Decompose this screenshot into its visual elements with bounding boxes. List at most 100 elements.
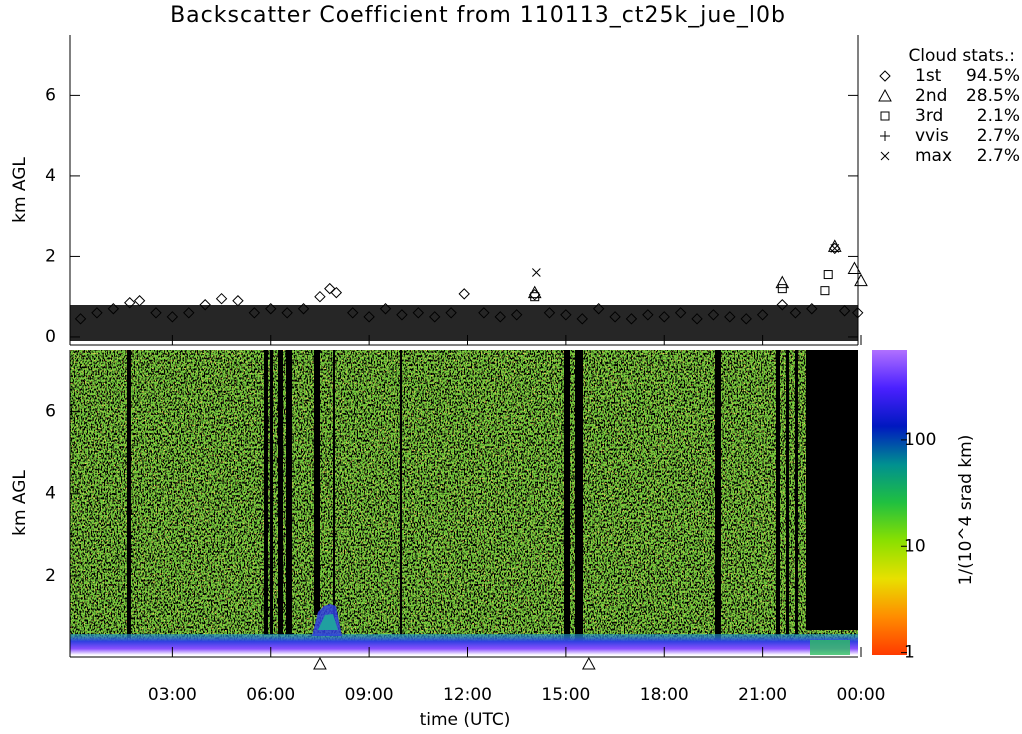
marker <box>445 307 457 319</box>
marker <box>560 309 572 321</box>
x-tick-label: 18:00 <box>640 685 689 705</box>
marker <box>707 309 720 321</box>
marker <box>581 656 596 670</box>
marker <box>823 270 833 280</box>
y-tick-label: 6 <box>45 402 56 422</box>
marker <box>527 285 542 299</box>
y-tick-label: 2 <box>45 246 56 266</box>
marker <box>658 311 670 323</box>
marker <box>880 151 890 161</box>
marker <box>777 284 787 294</box>
marker <box>775 275 790 289</box>
marker <box>642 309 654 321</box>
marker <box>265 303 277 315</box>
marker <box>776 299 789 311</box>
marker <box>756 309 769 321</box>
x-tick-label: 15:00 <box>541 685 590 705</box>
marker <box>852 307 864 319</box>
colorbar-tick-label: 1 <box>904 643 915 663</box>
marker <box>313 656 327 670</box>
marker <box>789 307 802 319</box>
marker <box>806 303 818 315</box>
marker <box>820 286 830 296</box>
y-tick-label: 6 <box>45 85 56 105</box>
legend-stat: 2.1% <box>977 106 1020 126</box>
marker <box>107 303 120 315</box>
marker <box>124 297 136 309</box>
legend-label: vvis <box>915 126 949 146</box>
marker <box>330 286 343 299</box>
marker <box>347 307 359 319</box>
x-tick-label: 12:00 <box>443 685 492 705</box>
marker <box>232 295 244 307</box>
marker <box>314 290 326 303</box>
cloud-band <box>70 305 858 341</box>
title: Backscatter Coefficient from 110113_ct25… <box>170 3 786 28</box>
backscatter-field <box>70 350 858 655</box>
colorbar-tick-label: 10 <box>904 536 926 556</box>
marker <box>838 305 851 317</box>
legend-title: Cloud stats.: <box>908 46 1015 66</box>
marker <box>576 313 588 325</box>
legend-stat: 2.7% <box>977 146 1020 166</box>
marker <box>379 303 392 315</box>
marker <box>879 70 891 82</box>
y-label: km AGL <box>10 470 30 536</box>
marker <box>830 244 840 253</box>
marker <box>724 311 736 323</box>
legend-label: 3rd <box>915 106 943 126</box>
marker <box>609 311 621 323</box>
marker <box>281 307 293 319</box>
marker <box>854 273 868 287</box>
marker <box>91 307 103 319</box>
y-tick-label: 2 <box>45 566 56 586</box>
y-tick-label: 4 <box>45 484 56 504</box>
marker <box>880 131 890 141</box>
y-label: km AGL <box>10 157 30 223</box>
legend-label: max <box>915 146 952 166</box>
legend-label: 2nd <box>915 86 947 106</box>
marker <box>478 307 490 319</box>
x-tick-label: 06:00 <box>246 685 295 705</box>
marker <box>297 303 310 315</box>
marker <box>199 299 211 311</box>
x-label: time (UTC) <box>420 710 511 730</box>
marker <box>691 313 703 325</box>
colorbar-tick-label: 100 <box>904 430 936 450</box>
marker <box>396 309 408 321</box>
marker <box>510 309 523 321</box>
colorbar <box>872 350 907 655</box>
marker <box>532 268 541 277</box>
y-tick-label: 0 <box>45 327 56 347</box>
marker <box>878 88 892 102</box>
marker <box>324 282 336 295</box>
marker <box>429 311 441 323</box>
marker <box>133 295 146 307</box>
marker <box>412 307 425 319</box>
y-tick-label: 4 <box>45 166 56 186</box>
x-tick-label: 00:00 <box>837 685 886 705</box>
legend-label: 1st <box>915 66 942 86</box>
marker <box>248 307 261 319</box>
marker <box>880 111 890 121</box>
marker <box>363 311 375 323</box>
marker <box>592 303 605 315</box>
marker <box>625 313 638 325</box>
x-tick-label: 03:00 <box>148 685 197 705</box>
marker <box>847 261 862 275</box>
marker <box>150 307 162 319</box>
marker <box>740 313 752 325</box>
x-tick-label: 21:00 <box>738 685 787 705</box>
marker <box>166 311 179 323</box>
legend-stat: 94.5% <box>966 66 1020 86</box>
x-tick-label: 09:00 <box>345 685 394 705</box>
marker <box>458 288 470 300</box>
marker <box>674 307 687 319</box>
colorbar-label: 1/(10^4 srad km) <box>956 435 976 586</box>
legend-stat: 28.5% <box>966 86 1020 106</box>
marker <box>530 292 540 302</box>
marker <box>494 311 506 323</box>
marker <box>543 307 556 319</box>
marker <box>74 313 87 325</box>
